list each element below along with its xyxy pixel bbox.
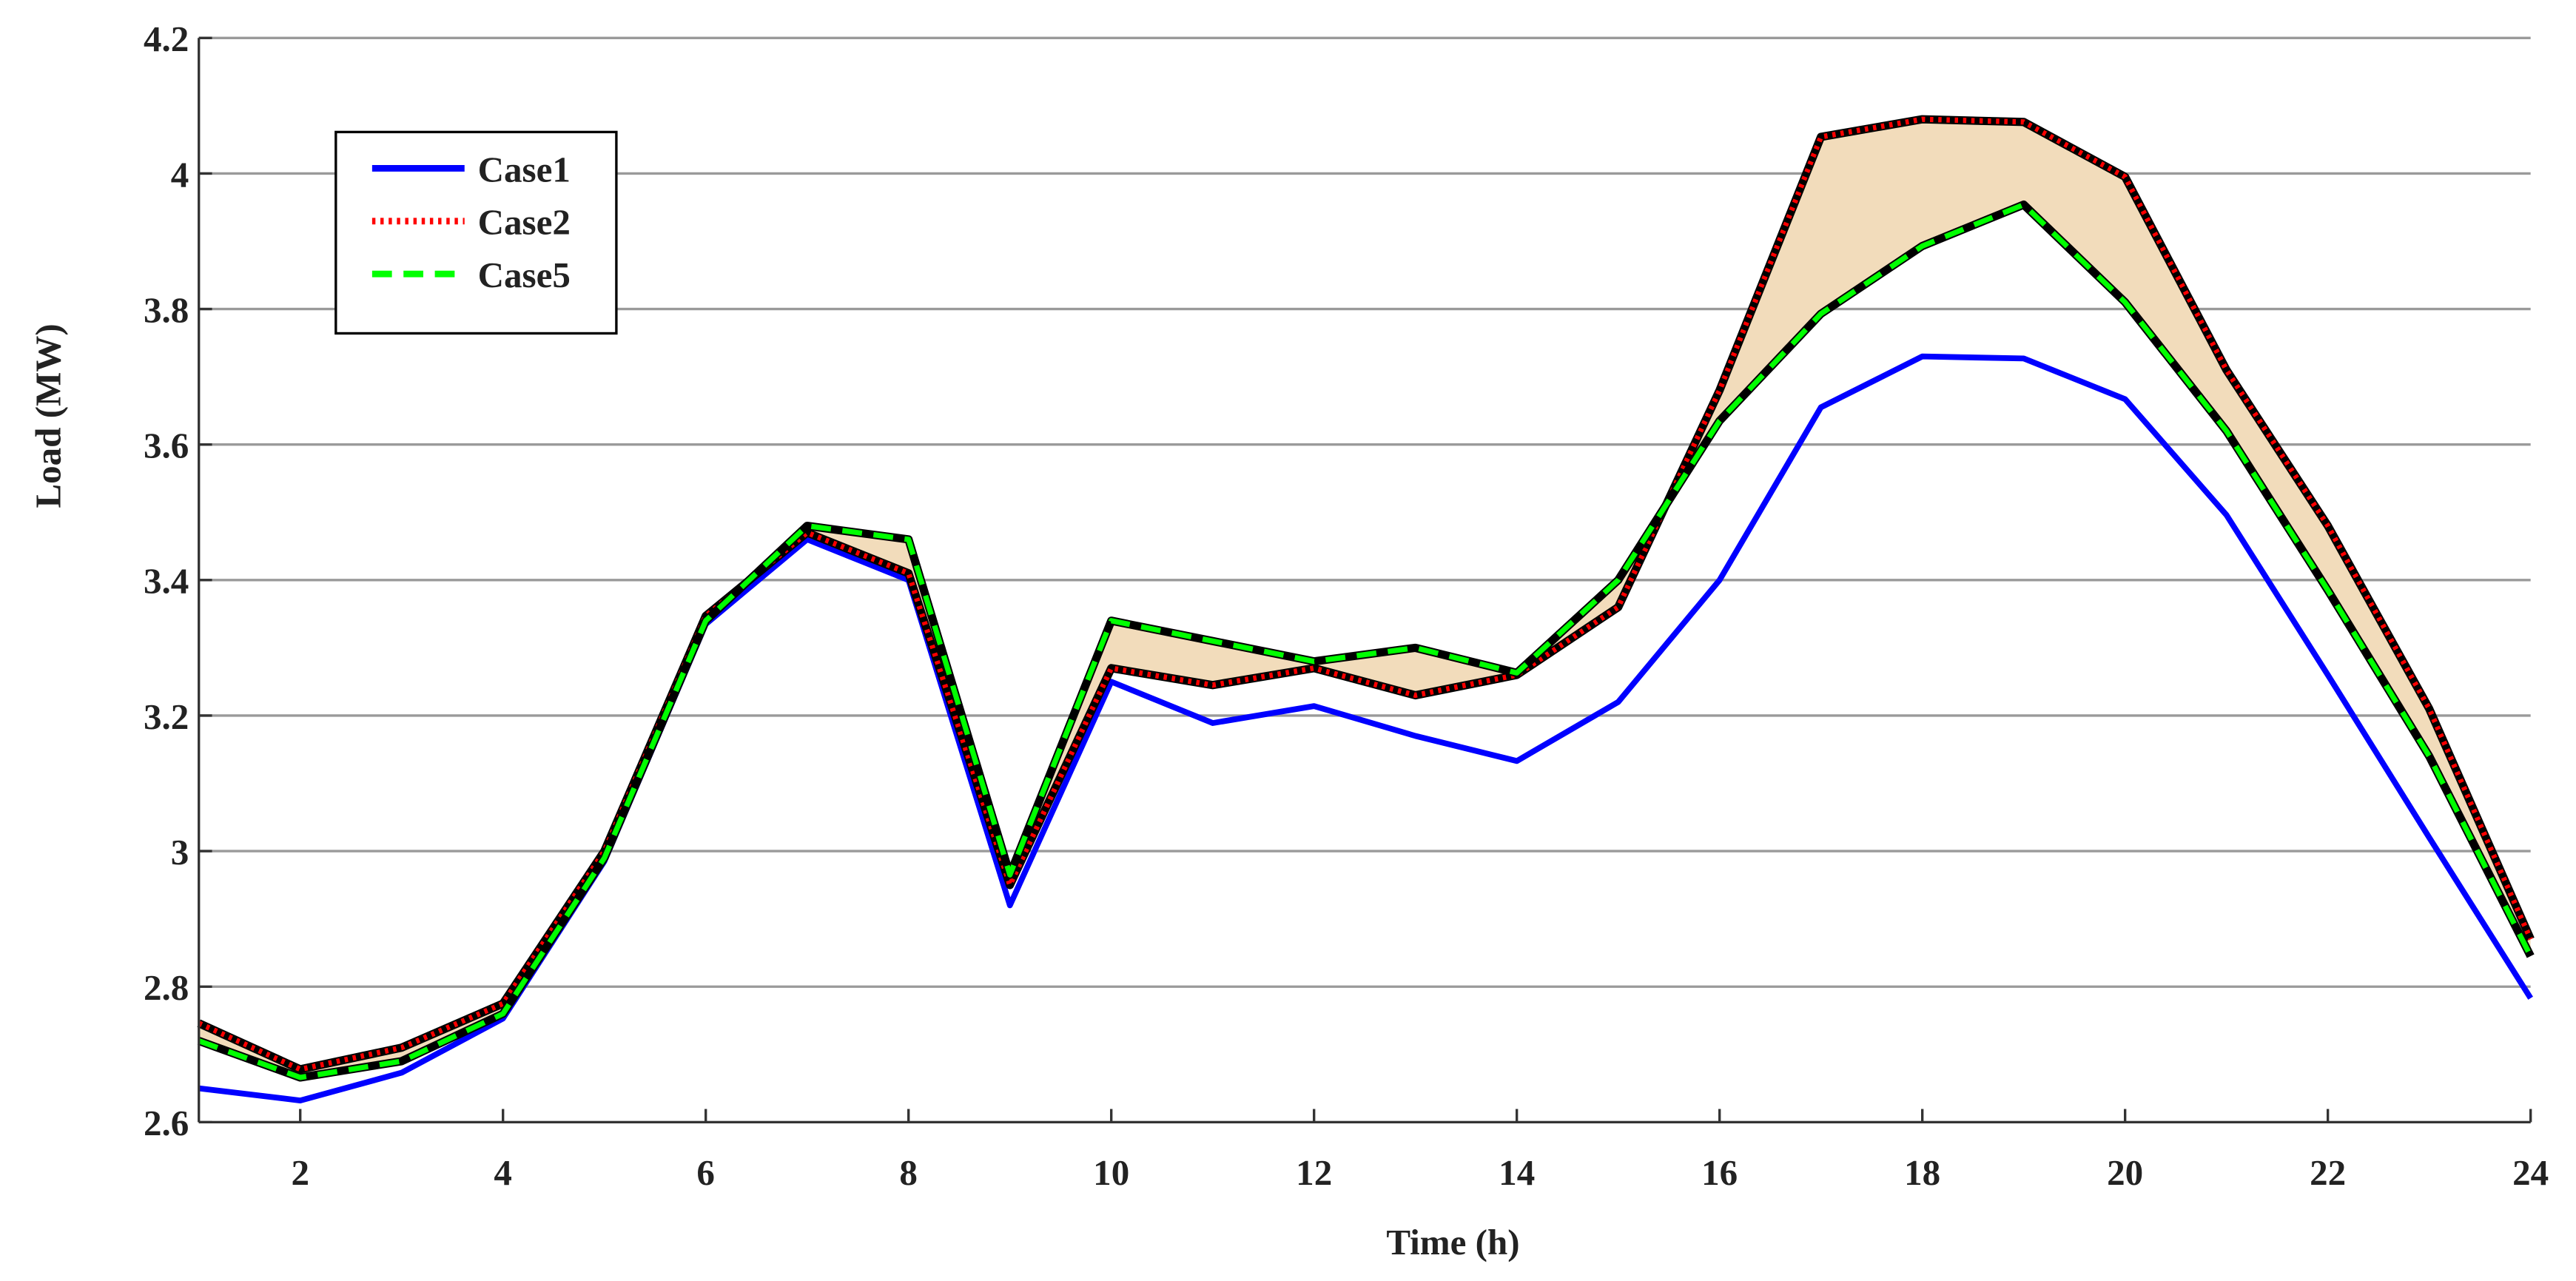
legend-label: Case2 — [478, 202, 571, 243]
legend-label: Case5 — [478, 255, 571, 295]
series-line — [198, 353, 2533, 1103]
x-axis-label: Time (h) — [1386, 1222, 1519, 1262]
x-tick-label: 20 — [2107, 1152, 2143, 1193]
legend-label: Case1 — [478, 149, 571, 189]
y-tick-label: 3 — [171, 832, 189, 873]
y-tick-label: 3.2 — [144, 696, 189, 737]
x-tick-label: 16 — [1701, 1152, 1738, 1193]
y-tick-label: 2.8 — [144, 967, 189, 1008]
y-tick-label: 3.4 — [144, 561, 189, 602]
series-line — [198, 201, 2533, 1080]
y-tick-label: 4.2 — [144, 19, 189, 59]
x-tick-label: 12 — [1296, 1152, 1332, 1193]
y-tick-label: 4 — [171, 154, 189, 195]
y-tick-label: 2.6 — [144, 1103, 189, 1143]
y-tick-label: 3.6 — [144, 426, 189, 466]
x-tick-label: 24 — [2512, 1152, 2549, 1193]
legend-box — [334, 130, 618, 335]
x-tick-label: 4 — [494, 1152, 512, 1193]
x-tick-label: 6 — [696, 1152, 715, 1193]
x-tick-label: 22 — [2310, 1152, 2346, 1193]
x-tick-label: 10 — [1093, 1152, 1129, 1193]
y-tick-label: 3.8 — [144, 289, 189, 330]
x-tick-label: 8 — [899, 1152, 918, 1193]
y-axis-label: Load (MW) — [27, 323, 68, 508]
x-tick-label: 14 — [1499, 1152, 1535, 1193]
x-tick-label: 2 — [291, 1152, 309, 1193]
x-tick-label: 18 — [1904, 1152, 1940, 1193]
